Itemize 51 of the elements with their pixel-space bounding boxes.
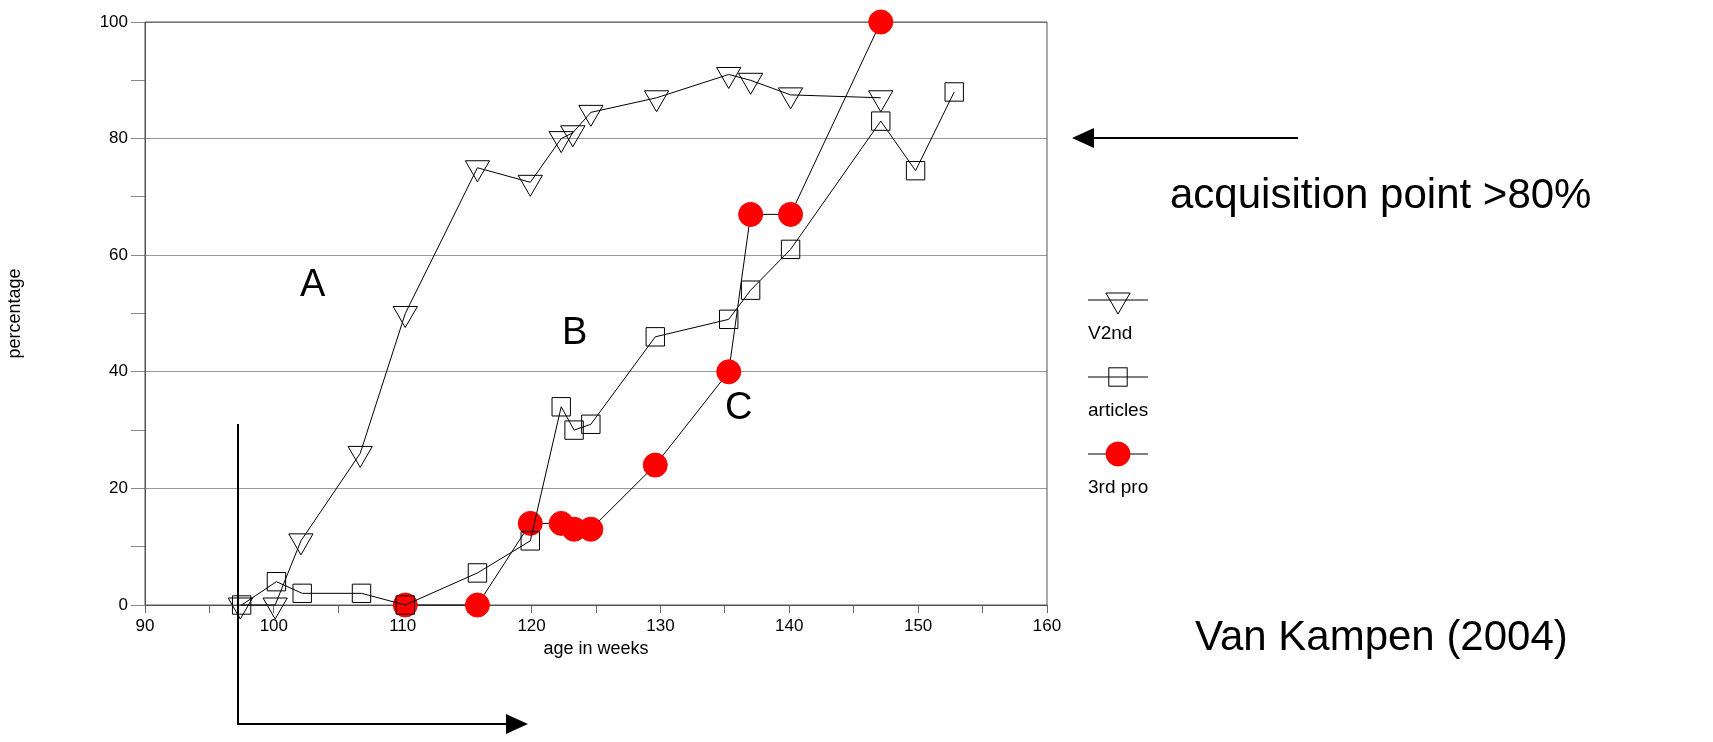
point: [738, 72, 764, 95]
x-tick-label: 130: [646, 615, 675, 635]
point: [517, 510, 543, 536]
point: [292, 583, 312, 604]
point: [464, 160, 491, 183]
y-tick-label: 40: [109, 361, 128, 381]
point: [740, 280, 761, 300]
point: [642, 452, 668, 478]
text: acquisition point >80%: [1170, 170, 1592, 218]
y-axis-title: percentage: [3, 268, 24, 359]
y-tick-label: 0: [118, 594, 128, 614]
x-tick-label: 160: [1032, 615, 1062, 635]
point: [643, 90, 670, 113]
annotation: B: [562, 310, 588, 353]
point: [551, 397, 571, 417]
point: [351, 583, 372, 604]
x-tick-label: 140: [775, 615, 804, 635]
legend-label: V2nd: [1088, 322, 1134, 344]
x-tick-label: 100: [259, 615, 289, 635]
point: [564, 420, 584, 440]
y-tick-label: 60: [109, 244, 128, 264]
annotation: A: [300, 262, 326, 305]
y-tick-label: 80: [109, 128, 128, 148]
point: [716, 359, 742, 385]
x-tick-label: 120: [517, 615, 546, 635]
point: [868, 90, 894, 113]
point: [581, 414, 601, 434]
point: [645, 327, 665, 347]
legend-label: 3rd pro: [1088, 476, 1149, 498]
point: [780, 239, 801, 260]
annotation: C: [725, 385, 753, 428]
legend-label: articles: [1088, 399, 1149, 421]
point: [578, 104, 604, 127]
point: [464, 592, 490, 618]
point: [467, 563, 488, 583]
point: [548, 131, 574, 154]
y-tick-label: 20: [109, 478, 128, 498]
point: [716, 66, 742, 89]
point: [266, 571, 287, 592]
point: [517, 174, 543, 197]
x-tick-label: 90: [135, 615, 155, 635]
point: [777, 87, 804, 110]
x-tick-label: 150: [903, 615, 933, 635]
y-tick-label: 100: [99, 11, 128, 31]
point: [719, 309, 739, 330]
point: [520, 531, 540, 551]
point: [560, 125, 586, 148]
text: Van Kampen (2004): [1195, 612, 1568, 660]
x-axis-title: age in weeks: [543, 638, 649, 659]
point: [231, 595, 252, 615]
x-tick-label: 110: [389, 615, 417, 635]
